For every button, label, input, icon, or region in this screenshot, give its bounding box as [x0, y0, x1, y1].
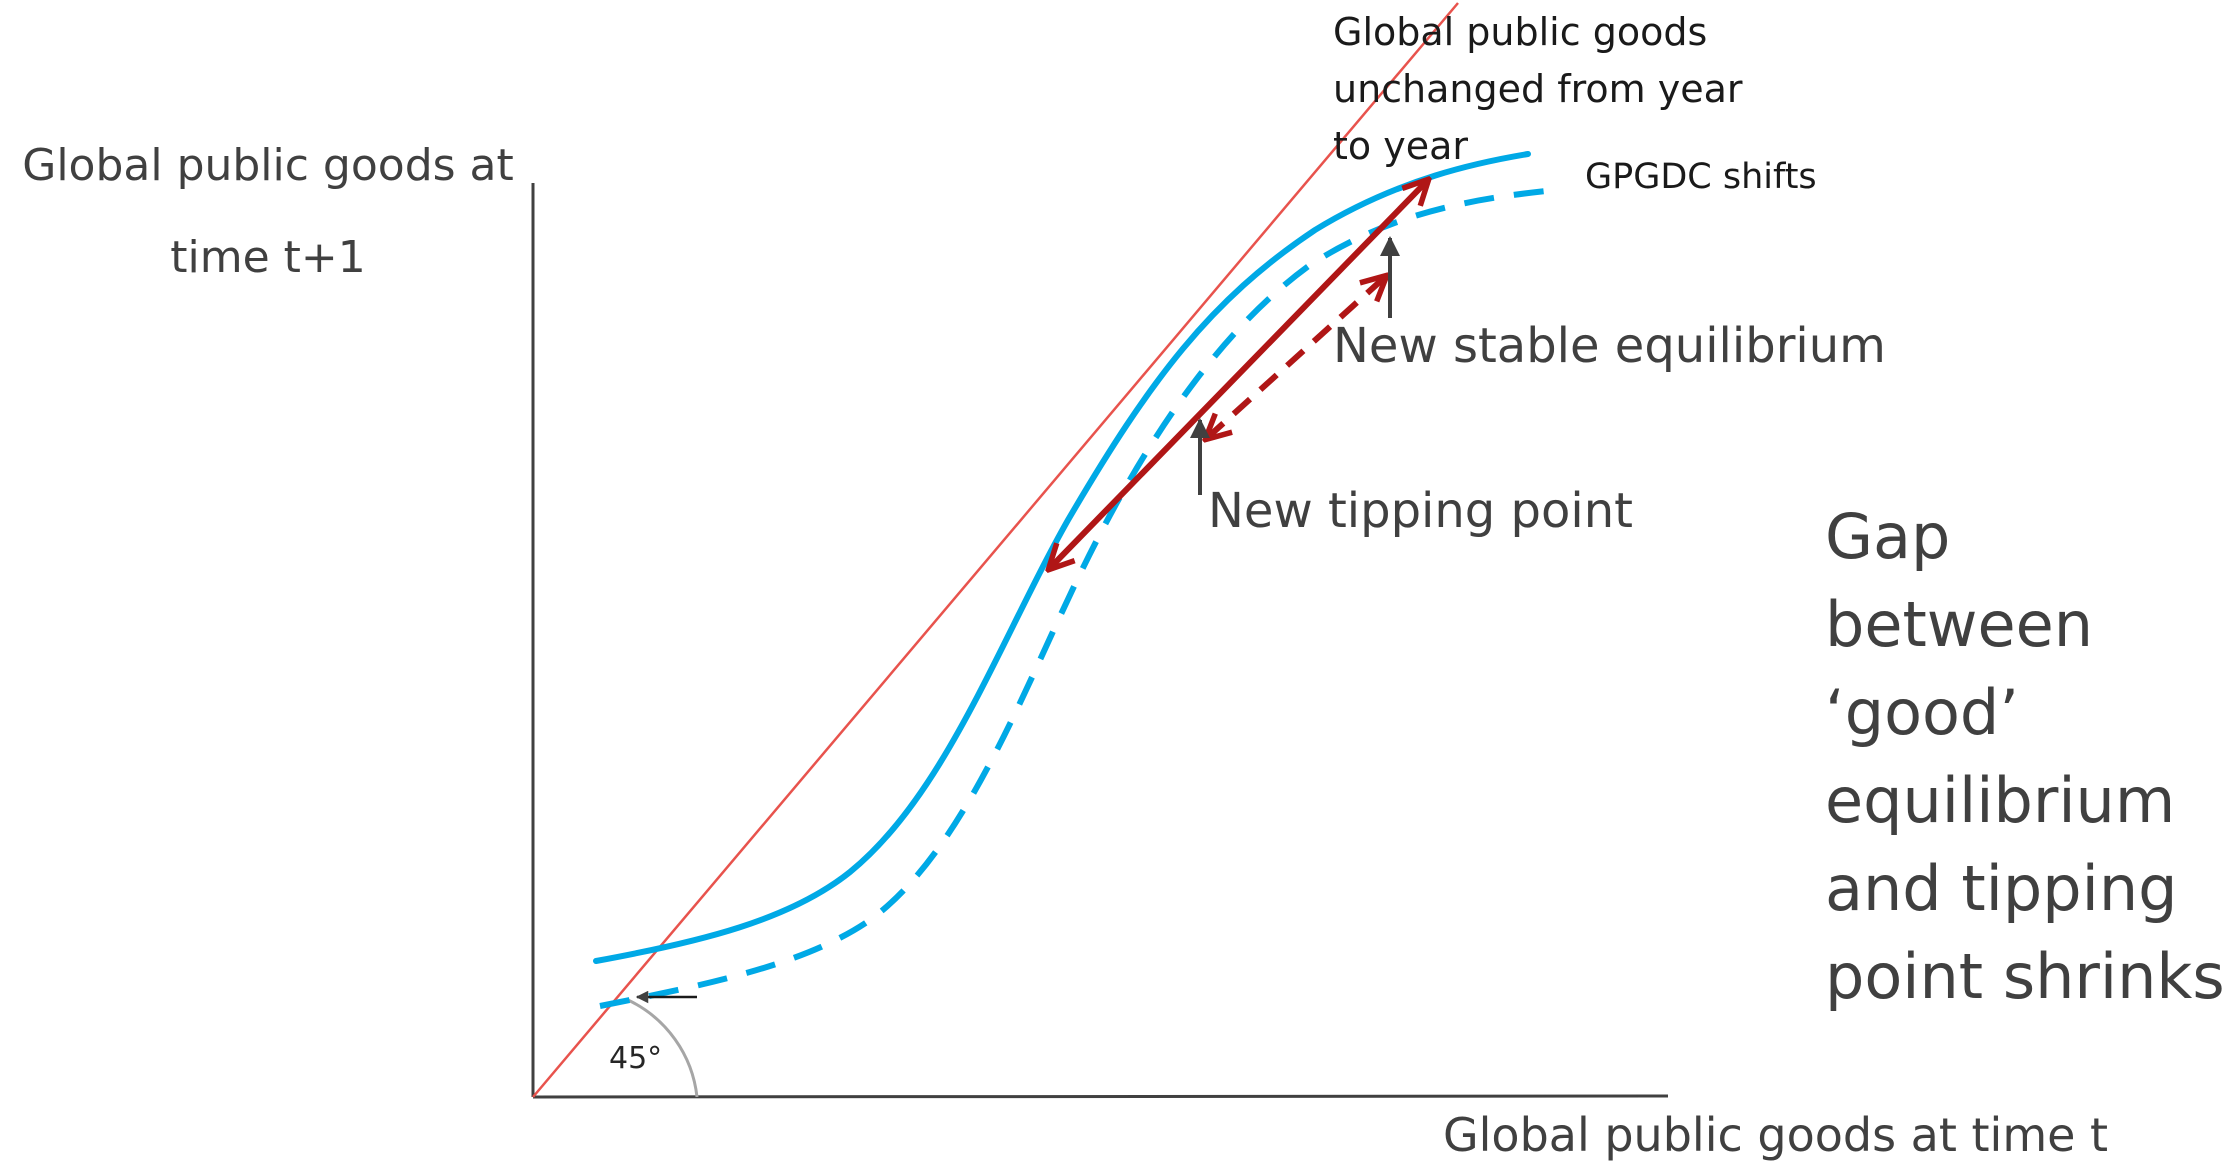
angle-arc — [627, 998, 699, 1098]
new-stable-equilibrium-label: New stable equilibrium — [1333, 318, 1886, 374]
new-tipping-point-label: New tipping point — [1208, 483, 1633, 539]
gap-note-line: point shrinks — [1825, 940, 2225, 1013]
gap-note-line: equilibrium — [1825, 764, 2176, 837]
y-axis-label: Global public goods at time t+1 — [22, 140, 514, 283]
gap-note-line: and tipping — [1825, 852, 2178, 925]
gap-note-line: Gap between — [1825, 500, 2094, 661]
gpgdc-curve-shifted — [599, 187, 1556, 1009]
gap-note-line: ‘good’ — [1825, 676, 2019, 749]
x-axis-label: Global public goods at time t — [1443, 1108, 2109, 1162]
gap-shrinks-note: Gap between ‘good’ equilibrium and tippi… — [1825, 493, 2225, 1021]
x-axis — [532, 1094, 1669, 1099]
unchanged-line-label: Global public goods unchanged from year … — [1333, 10, 1743, 168]
curve-shift-label: GPGDC shifts — [1585, 157, 1817, 197]
gap-arrow-new — [1207, 277, 1385, 438]
angle-label: 45° — [609, 1041, 663, 1076]
unchanged-45-degree-line — [532, 2, 1459, 1098]
